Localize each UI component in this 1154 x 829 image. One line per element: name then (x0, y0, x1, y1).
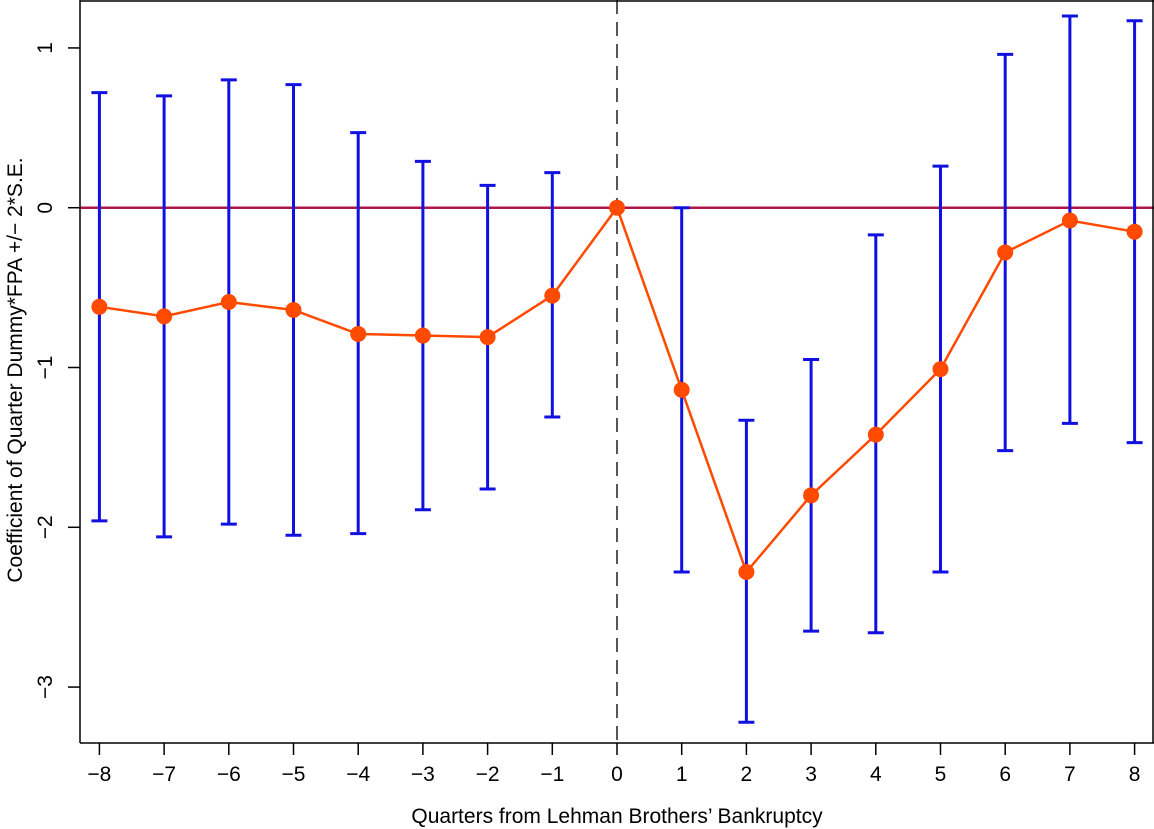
x-tick-label: 4 (870, 763, 882, 786)
y-tick-label: 1 (34, 42, 57, 54)
x-axis-title: Quarters from Lehman Brothers’ Bankruptc… (411, 805, 823, 828)
x-axis: −8 −7 −6 −5 −4 −3 −2 −1 0 1 2 3 4 5 6 7 8 (80, 742, 1154, 786)
data-point (609, 199, 625, 216)
x-tick-label: 5 (935, 763, 947, 786)
y-axis: 1 0 −1 −2 −3 (34, 0, 81, 743)
data-point (1061, 212, 1078, 229)
x-tick-label: 0 (611, 763, 623, 786)
x-tick-label: −1 (540, 763, 564, 786)
y-tick-label: −3 (34, 675, 57, 699)
x-tick-label: −8 (87, 763, 111, 786)
data-point (91, 298, 108, 315)
data-point (1126, 223, 1143, 240)
y-axis-title: Coefficient of Quarter Dummy*FPA +/− 2*S… (4, 157, 27, 582)
data-point (673, 381, 690, 398)
x-tick-label: 1 (676, 763, 688, 786)
data-point (220, 293, 237, 310)
data-point (867, 426, 884, 443)
x-tick-label: 2 (741, 763, 753, 786)
x-tick-label: 3 (805, 763, 817, 786)
y-tick-label: −1 (34, 356, 57, 380)
x-tick-label: −2 (476, 763, 500, 786)
x-tick-label: −3 (411, 763, 435, 786)
data-point (479, 329, 496, 346)
x-tick-label: −4 (346, 763, 370, 786)
x-tick-label: 6 (999, 763, 1011, 786)
data-point (803, 487, 820, 504)
data-point (997, 244, 1014, 261)
data-point (932, 361, 949, 378)
x-tick-label: 8 (1129, 763, 1141, 786)
data-point (544, 287, 561, 304)
x-tick-label: 7 (1064, 763, 1076, 786)
x-tick-label: −7 (152, 763, 176, 786)
data-point (414, 327, 431, 344)
x-tick-label: −5 (282, 763, 306, 786)
data-point (285, 301, 302, 318)
x-tick-label: −6 (217, 763, 241, 786)
y-tick-label: −2 (34, 515, 57, 539)
data-point (156, 308, 173, 325)
plot-area (80, 0, 1154, 743)
data-point (738, 564, 755, 581)
y-tick-label: 0 (34, 202, 57, 214)
data-point (350, 325, 367, 342)
